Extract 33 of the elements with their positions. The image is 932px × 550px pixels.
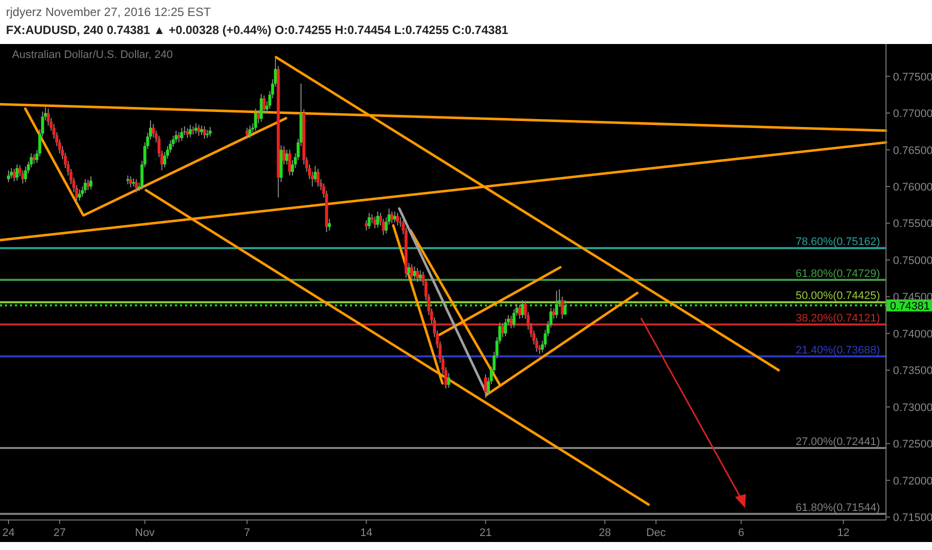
- x-tick-label: 14: [360, 527, 372, 539]
- x-tick-label: 24: [2, 527, 15, 539]
- y-tick-label: 0.77000: [893, 108, 932, 120]
- x-tick-label: 27: [54, 527, 66, 539]
- chart-subtitle: FX:AUDUSD, 240 0.74381 ▲ +0.00328 (+0.44%) O:0.74255 H:0.74454 L:0.74255 C:0.74381: [6, 23, 509, 37]
- y-tick-label: 0.77500: [893, 71, 932, 84]
- y-tick-label: 0.75000: [893, 254, 932, 267]
- x-tick-label: 7: [244, 527, 250, 539]
- ref-line-label: 61.80%(0.71544): [796, 502, 880, 514]
- ref-line-label: 21.40%(0.73688): [796, 344, 880, 356]
- y-tick-label: 0.72500: [893, 438, 932, 451]
- ref-line-label: 38.20%(0.74121): [796, 312, 880, 325]
- y-tick-label: 0.72000: [893, 475, 932, 488]
- ref-line-label: 78.60%(0.75162): [796, 236, 880, 248]
- y-tick-label: 0.73500: [893, 365, 932, 378]
- x-tick-label: 12: [837, 527, 850, 539]
- ref-line-label: 50.00%(0.74425): [796, 290, 880, 302]
- y-tick-label: 0.73000: [893, 402, 932, 414]
- y-tick-label: 0.75500: [893, 218, 932, 230]
- y-tick-label: 0.74000: [893, 328, 932, 340]
- x-tick-label: 28: [598, 527, 611, 539]
- ref-line-label: 61.80%(0.74729): [796, 268, 880, 280]
- chart-title: rjdyerz November 27, 2016 12:25 EST: [6, 5, 212, 19]
- y-tick-label: 0.76000: [893, 182, 932, 194]
- ref-line-label: 0.74381: [890, 300, 930, 312]
- x-tick-label: Dec: [646, 527, 666, 539]
- x-tick-label: Nov: [135, 527, 156, 539]
- x-tick-label: 21: [479, 527, 492, 539]
- annotation: Australian Dollar/U.S. Dollar, 240: [12, 49, 173, 61]
- ref-line-label: 27.00%(0.72441): [796, 436, 880, 448]
- y-tick-label: 0.76500: [893, 144, 932, 157]
- y-tick-label: 0.71500: [893, 512, 932, 524]
- x-tick-label: 6: [738, 527, 744, 539]
